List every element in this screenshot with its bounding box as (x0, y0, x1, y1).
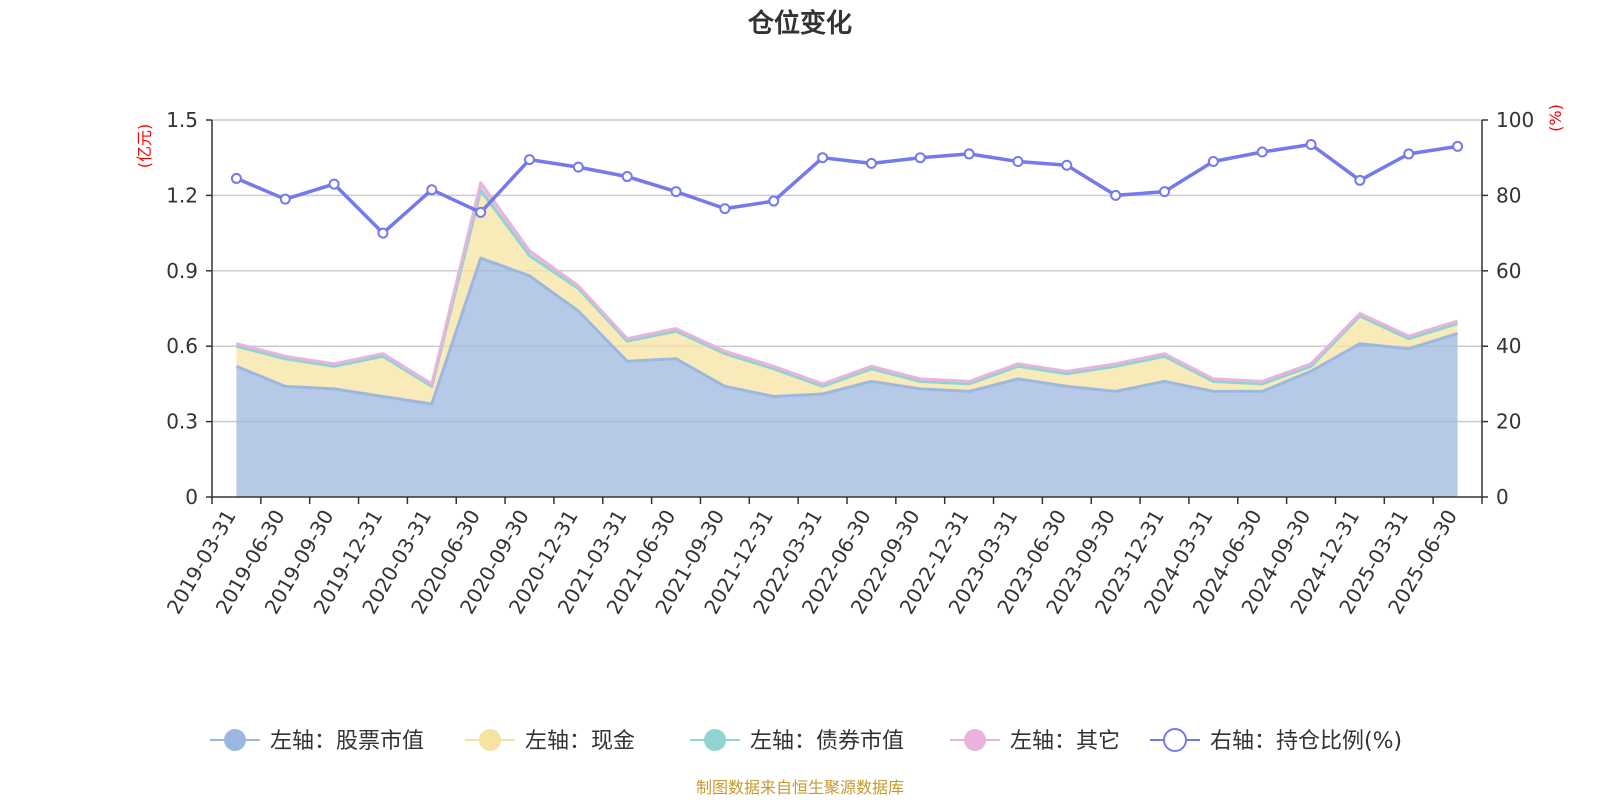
right-tick-label: 100 (1496, 108, 1534, 132)
right-tick-label: 60 (1496, 259, 1521, 283)
left-tick-label: 1.2 (166, 183, 198, 207)
area-line-左轴：股票市值 (235, 256, 1459, 406)
ratio-point (1110, 189, 1122, 201)
legend-item: 左轴：债券市值 (690, 729, 904, 754)
ratio-point (1354, 174, 1366, 186)
legend-marker (479, 729, 501, 751)
area-左轴：债券市值 (236, 190, 1458, 387)
ratio-point (426, 184, 438, 196)
stacked-areas (235, 181, 1459, 497)
left-tick-label: 0.3 (166, 410, 198, 434)
ratio-point (328, 178, 340, 190)
legend-item: 右轴：持仓比例(%) (1150, 728, 1402, 754)
right-tick-label: 40 (1496, 334, 1521, 358)
right-axis-unit: (%) (1546, 104, 1565, 132)
left-tick-label: 0 (185, 485, 198, 509)
source-note: 制图数据来自恒生聚源数据库 (696, 778, 904, 797)
ratio-point (1452, 140, 1464, 152)
legend-label: 左轴：其它 (1010, 729, 1120, 754)
right-tick-label: 80 (1496, 183, 1521, 207)
left-axis-unit: (亿元) (135, 124, 154, 169)
ratio-point (817, 152, 829, 164)
ratio-line (230, 139, 1464, 239)
ratio-point (572, 161, 584, 173)
area-line-左轴：债券市值 (236, 188, 1459, 388)
legend-marker (1163, 728, 1187, 752)
legend-item: 左轴：其它 (950, 729, 1120, 754)
left-tick-label: 0.9 (166, 259, 198, 283)
area-左轴：其它 (236, 182, 1458, 387)
area-左轴：股票市值 (236, 258, 1458, 497)
right-tick-label: 0 (1496, 485, 1509, 509)
ratio-point (1305, 139, 1317, 151)
legend-item: 左轴：股票市值 (210, 729, 424, 754)
legend-marker (704, 729, 726, 751)
legend-label: 左轴：债券市值 (750, 729, 904, 754)
ratio-point (865, 157, 877, 169)
ratio-point (768, 195, 780, 207)
left-tick-label: 0.6 (166, 334, 198, 358)
area-line-左轴：现金 (236, 188, 1459, 388)
legend-label: 左轴：现金 (525, 729, 635, 754)
ratio-point (719, 203, 731, 215)
ratio-point (524, 154, 535, 166)
legend-label: 左轴：股票市值 (270, 729, 424, 754)
ratio-point (1061, 159, 1073, 171)
right-tick-label: 20 (1496, 410, 1521, 434)
ratio-point (914, 152, 926, 164)
ratio-point (475, 206, 487, 218)
ratio-point (1403, 148, 1415, 160)
ratio-point (230, 172, 242, 184)
ratio-point (621, 171, 633, 183)
area-line-左轴：其它 (236, 181, 1459, 386)
left-tick-label: 1.5 (166, 108, 198, 132)
legend-marker (224, 729, 246, 751)
legend-item: 左轴：现金 (465, 729, 635, 754)
legend-marker (964, 729, 986, 751)
ratio-point (670, 186, 682, 198)
area-左轴：现金 (236, 190, 1458, 404)
ratio-point (963, 148, 975, 160)
ratio-point (1159, 186, 1170, 198)
ratio-series-line (235, 142, 1458, 235)
ratio-point (1256, 146, 1268, 158)
ratio-point (1207, 155, 1219, 167)
ratio-point (1012, 155, 1024, 167)
legend: 左轴：股票市值 左轴：现金 左轴：债券市值 左轴：其它 右轴：持仓比例(%) (210, 728, 1402, 754)
chart-title: 仓位变化 (747, 8, 852, 39)
legend-label: 右轴：持仓比例(%) (1210, 729, 1402, 754)
ratio-point (377, 227, 389, 239)
ratio-point (279, 193, 291, 205)
